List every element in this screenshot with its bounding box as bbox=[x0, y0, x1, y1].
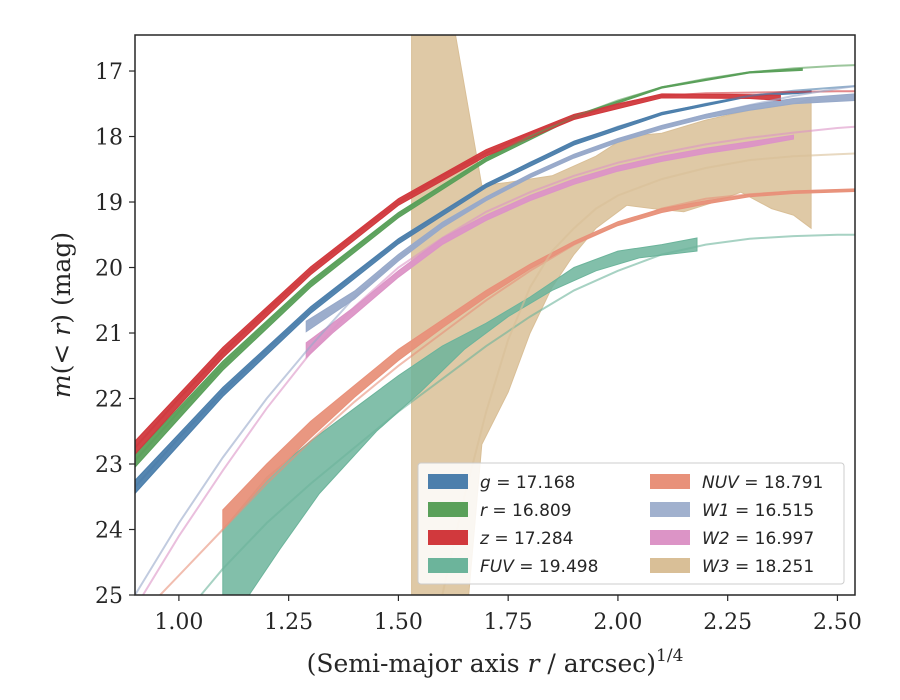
series-w3-band bbox=[411, 35, 812, 595]
y-tick-label: 19 bbox=[95, 191, 123, 216]
series-z-fit-line bbox=[135, 90, 855, 449]
legend-swatch bbox=[428, 530, 468, 545]
series-fuv-band bbox=[222, 237, 698, 595]
legend-entry: NUV = 18.791 bbox=[702, 473, 823, 493]
x-tick-label: 2.00 bbox=[593, 610, 642, 635]
y-tick-label: 17 bbox=[95, 60, 123, 85]
legend-entry: W2 = 16.997 bbox=[702, 529, 814, 549]
y-tick-label: 24 bbox=[95, 519, 123, 544]
series-w3-fit-line bbox=[441, 152, 855, 595]
x-tick-label: 1.00 bbox=[154, 610, 203, 635]
x-tick-label: 1.25 bbox=[264, 610, 313, 635]
y-tick-label: 20 bbox=[95, 257, 123, 282]
series-nuv-fit-line bbox=[158, 189, 855, 595]
y-axis-label: m(< r) (mag) bbox=[47, 232, 76, 398]
legend-box bbox=[417, 462, 845, 585]
legend-swatch bbox=[650, 502, 690, 517]
y-tick-label: 25 bbox=[95, 584, 123, 609]
series-g-fit-line bbox=[135, 85, 855, 488]
series-w1-fit-line bbox=[135, 85, 855, 595]
y-tick-label: 21 bbox=[95, 322, 123, 347]
legend-swatch bbox=[650, 474, 690, 489]
y-tick-label: 18 bbox=[95, 126, 123, 151]
plot-frame bbox=[134, 34, 856, 596]
y-tick-label: 22 bbox=[95, 388, 123, 413]
legend-entry: W3 = 18.251 bbox=[702, 557, 814, 577]
x-tick-label: 1.75 bbox=[484, 610, 533, 635]
series-w1-band bbox=[305, 93, 855, 333]
legend-swatch bbox=[428, 558, 468, 573]
legend-swatch bbox=[428, 474, 468, 489]
series-r-fit-line bbox=[135, 64, 855, 462]
x-tick-label: 1.50 bbox=[374, 610, 423, 635]
legend-swatch bbox=[428, 502, 468, 517]
legend-swatch bbox=[650, 530, 690, 545]
x-axis: 1.00 1.25 1.50 1.75 2.00 2.25 2.50 bbox=[154, 595, 862, 635]
series-w2-fit-line bbox=[141, 125, 855, 595]
series-r-band bbox=[135, 67, 803, 469]
plot-area bbox=[135, 35, 855, 595]
legend: g = 17.168 r = 16.809 z = 17.284 FUV = 19.4… bbox=[417, 462, 845, 585]
legend-entry: r = 16.809 bbox=[480, 501, 572, 521]
x-tick-label: 2.50 bbox=[813, 610, 862, 635]
legend-swatch bbox=[650, 558, 690, 573]
legend-entry: W1 = 16.515 bbox=[702, 501, 814, 521]
series-nuv-band bbox=[222, 188, 855, 531]
legend-entry: FUV = 19.498 bbox=[480, 557, 598, 577]
legend-entry: z = 17.284 bbox=[479, 529, 573, 549]
y-axis: 17 18 19 20 21 22 23 24 25 bbox=[95, 60, 135, 609]
legend-entry: g = 17.168 bbox=[480, 473, 575, 493]
series-fuv-fit-line bbox=[200, 233, 855, 595]
series-z-band bbox=[135, 93, 781, 455]
x-tick-label: 2.25 bbox=[703, 610, 752, 635]
x-axis-label: (Semi-major axis r / arcsec)1/4 bbox=[307, 646, 684, 678]
y-tick-label: 23 bbox=[95, 453, 123, 478]
